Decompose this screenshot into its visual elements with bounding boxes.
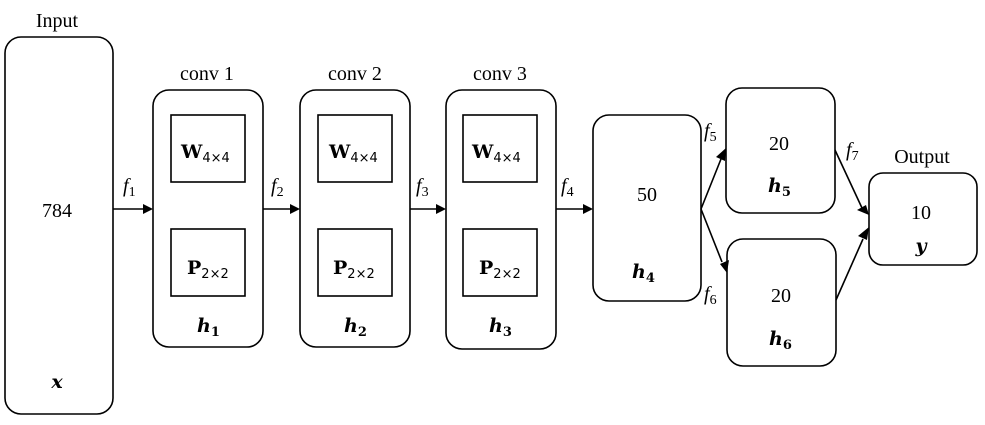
conv3-title: conv 3 <box>473 63 527 85</box>
h5-size: 20 <box>769 133 789 155</box>
conv3-pool-label: P2×2 <box>479 257 521 282</box>
h5-variable: h5 <box>768 175 791 200</box>
input-variable: x <box>50 371 63 393</box>
arrowhead-f7-lower <box>858 227 869 240</box>
label-f2: f2 <box>271 175 284 200</box>
conv3-weight-label: W4×4 <box>471 141 521 166</box>
h4-variable: h4 <box>632 261 655 286</box>
conv1-pool-label: P2×2 <box>187 257 229 282</box>
arrowhead-f3 <box>436 204 446 214</box>
edge-f7-upper <box>834 149 863 209</box>
h4-size: 50 <box>637 184 657 206</box>
conv1-weight-label: W4×4 <box>180 141 230 166</box>
conv2-variable: h2 <box>344 315 367 340</box>
input-node <box>4 36 114 415</box>
arrowhead-f1 <box>143 204 153 214</box>
output-size: 10 <box>911 202 931 224</box>
conv1-title: conv 1 <box>180 63 234 85</box>
arrowhead-f6 <box>720 260 729 273</box>
conv2-weight-label: W4×4 <box>328 141 378 166</box>
arrowhead-f5 <box>716 148 726 161</box>
conv2-weight-box <box>317 114 393 183</box>
arrowhead-f4 <box>583 204 593 214</box>
h6-node <box>726 238 837 367</box>
h6-size: 20 <box>771 285 791 307</box>
label-f3: f3 <box>416 175 429 200</box>
edge-f6 <box>700 208 723 263</box>
arrowhead-f2 <box>290 204 300 214</box>
conv2-pool-label: P2×2 <box>333 257 375 282</box>
conv3-variable: h3 <box>489 315 512 340</box>
label-f5: f5 <box>704 120 717 145</box>
label-f6: f6 <box>704 283 717 308</box>
input-title: Input <box>36 10 79 32</box>
input-size: 784 <box>42 200 72 222</box>
arrowhead-f7-upper <box>857 205 869 215</box>
conv1-pool-box <box>170 228 246 297</box>
label-f4: f4 <box>561 175 574 200</box>
output-variable: y <box>914 235 928 257</box>
conv3-pool-box <box>462 228 538 297</box>
edge-f5 <box>700 158 722 210</box>
output-title: Output <box>894 146 950 168</box>
conv2-title: conv 2 <box>328 63 382 85</box>
conv1-weight-box <box>170 114 246 183</box>
conv3-weight-box <box>462 114 538 183</box>
output-node <box>868 172 978 266</box>
conv1-variable: h1 <box>197 315 220 340</box>
label-f7: f7 <box>846 139 859 164</box>
edge-f7-lower <box>835 238 864 301</box>
label-f1: f1 <box>123 175 136 200</box>
conv2-pool-box <box>317 228 393 297</box>
h6-variable: h6 <box>769 328 792 353</box>
